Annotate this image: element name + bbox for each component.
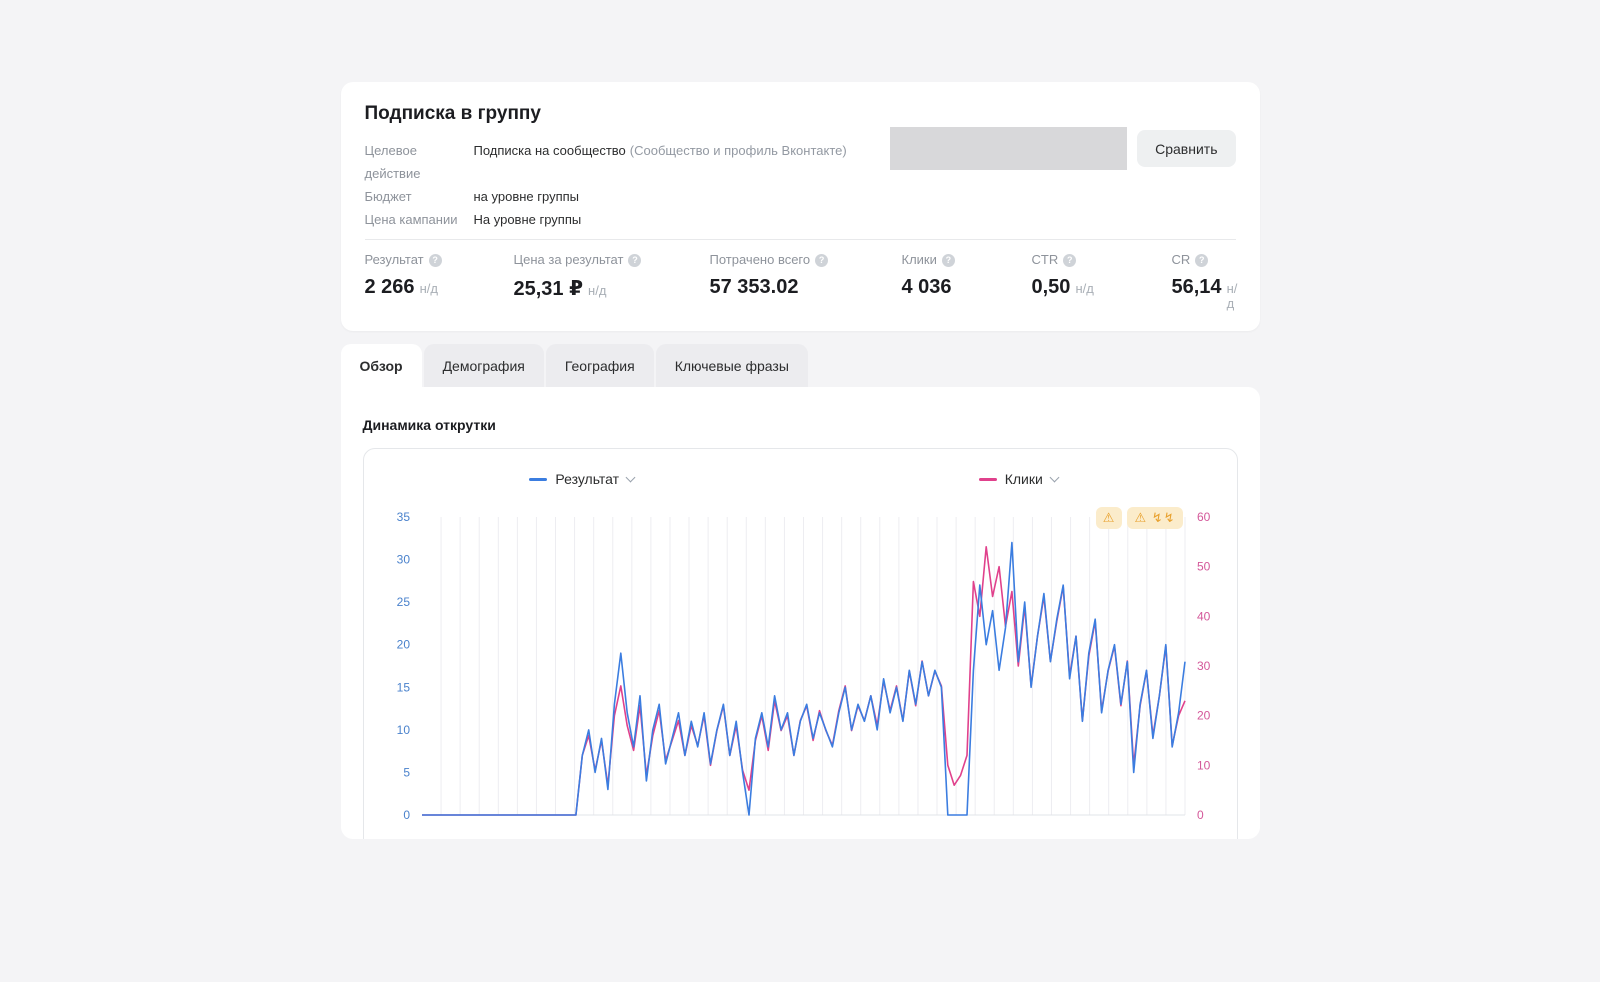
stat-value: 0,50 [1031,276,1071,298]
stat-value: 2 266 [364,276,415,298]
stat-value: 56,14 [1171,276,1222,298]
campaign-meta: Целевое действие Подписка на сообщество … [365,139,1236,231]
svg-text:30: 30 [1197,659,1211,673]
svg-text:5: 5 [403,765,410,779]
stat-clicks: Клики? 4 036 [902,252,1032,311]
stat-ctr: CTR? 0,50 н/д [1032,252,1172,311]
tab-demography[interactable]: Демография [423,344,544,387]
divider [364,239,1236,240]
help-icon[interactable]: ? [1063,253,1077,267]
meta-note: (Сообщество и профиль Вконтакте) [629,143,847,158]
warning-icon[interactable]: ⚠ [1095,507,1123,529]
stat-value: 4 036 [901,276,952,298]
stat-suffix: н/д [419,281,438,296]
stat-label: Клики [901,252,937,267]
svg-text:0: 0 [1197,808,1204,822]
svg-text:35: 35 [396,510,410,524]
compare-button[interactable]: Сравнить [1137,130,1236,167]
dynamics-line-chart: 0 5 10 15 20 25 30 35 0 10 20 30 40 50 60 [396,510,1211,822]
stats-row: Результат? 2 266 н/д Цена за результат? 2… [365,252,1238,311]
svg-text:10: 10 [1197,758,1211,772]
summary-actions: Сравнить [890,127,1236,170]
tab-key-phrases[interactable]: Ключевые фразы [655,344,808,387]
warning-icon[interactable]: ⚠ ↯↯ [1127,507,1183,529]
stat-label: CTR [1031,252,1059,267]
meta-row-budget: Бюджет на уровне группы [365,185,1236,208]
section-title: Динамика открутки [362,417,496,433]
meta-label: Целевое действие [364,143,421,181]
svg-text:50: 50 [1197,560,1211,574]
stat-value: 57 353.02 [709,276,799,298]
stat-label: Результат [364,252,424,267]
legend-label: Клики [1004,471,1043,487]
meta-label: Цена кампании [364,212,458,227]
campaign-name-redacted [890,127,1128,170]
tab-bar: Обзор Демография География Ключевые фраз… [340,344,1260,387]
clicks-series-swatch [978,477,997,481]
chart-warning-badges: ⚠ ⚠ ↯↯ [1095,507,1183,529]
help-icon[interactable]: ? [815,253,829,267]
help-icon[interactable]: ? [428,253,442,267]
stat-suffix: н/д [588,283,607,298]
help-icon[interactable]: ? [941,253,955,267]
svg-text:15: 15 [396,680,410,694]
campaign-title: Подписка в группу [364,103,541,124]
legend-label: Результат [555,471,620,487]
stat-label: Цена за результат [513,252,624,267]
svg-text:40: 40 [1197,609,1211,623]
svg-text:60: 60 [1197,510,1211,524]
meta-label: Бюджет [364,189,412,204]
svg-text:25: 25 [396,595,410,609]
help-icon[interactable]: ? [1195,253,1209,267]
stat-value: 25,31 ₽ [513,278,584,300]
overview-tab-content: Динамика открутки Результат Клики 0 5 10 15… [340,387,1260,839]
tab-geography[interactable]: География [545,344,654,387]
stat-label: CR [1171,252,1191,267]
meta-row-campaign-price: Цена кампании На уровне группы [365,208,1236,231]
meta-value: На уровне группы [473,212,582,227]
legend-item-clicks[interactable]: Клики [800,461,1237,497]
svg-text:10: 10 [396,723,410,737]
svg-text:30: 30 [396,553,410,567]
svg-text:20: 20 [396,638,410,652]
ads-campaign-page: Подписка в группу Целевое действие Подпи… [340,82,1260,839]
result-series-swatch [529,477,548,481]
meta-value: Подписка на сообщество [473,143,626,158]
stat-cost-per-result: Цена за результат? 25,31 ₽ н/д [514,252,710,311]
chart-legend: Результат Клики [364,461,1237,497]
svg-text:0: 0 [403,808,410,822]
chevron-down-icon[interactable] [625,472,636,482]
stat-suffix: н/д [1226,281,1238,311]
stat-total-spent: Потрачено всего? 57 353.02 [710,252,902,311]
campaign-summary-card: Подписка в группу Целевое действие Подпи… [340,82,1260,331]
meta-row-target-action: Целевое действие Подписка на сообщество … [365,139,1236,185]
tab-overview[interactable]: Обзор [340,344,422,387]
stat-result: Результат? 2 266 н/д [365,252,514,311]
meta-value: на уровне группы [473,189,580,204]
help-icon[interactable]: ? [628,253,642,267]
stat-label: Потрачено всего [709,252,811,267]
dynamics-chart-panel: Результат Клики 0 5 10 15 20 25 30 35 0 10 20 30 40 5… [362,448,1238,839]
stat-cr: CR? 56,14 н/д [1172,252,1238,311]
svg-text:20: 20 [1197,709,1211,723]
chevron-down-icon[interactable] [1049,472,1060,482]
legend-item-result[interactable]: Результат [364,461,801,497]
stat-suffix: н/д [1075,281,1094,296]
